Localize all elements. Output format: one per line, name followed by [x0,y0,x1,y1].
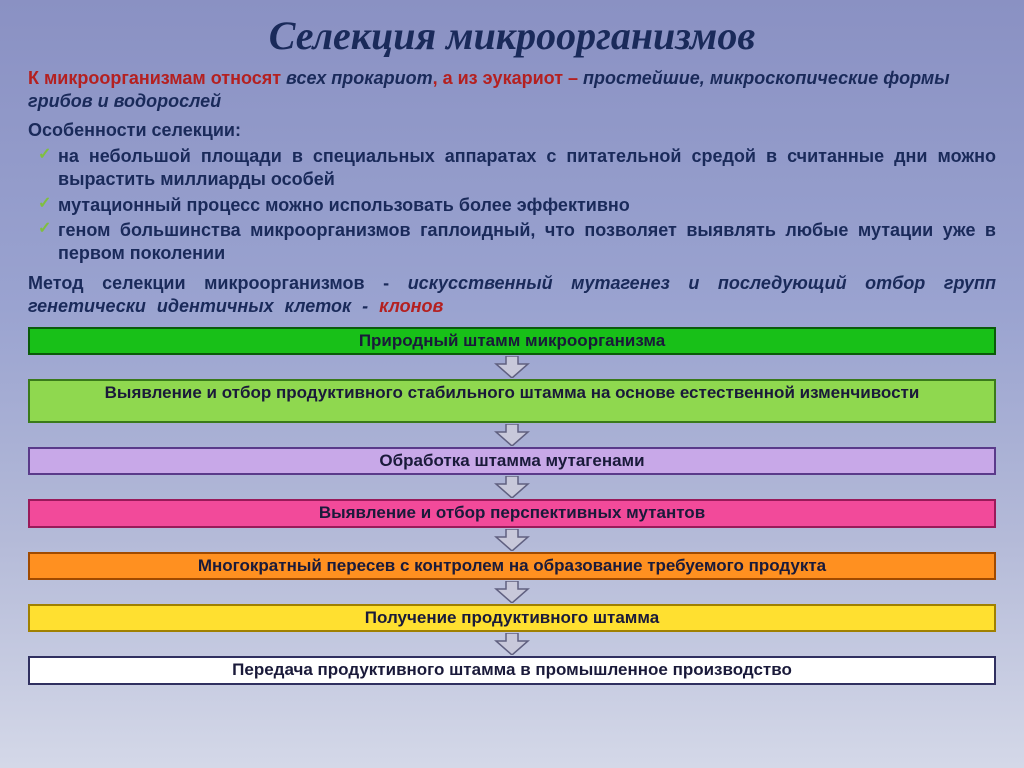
page-title: Селекция микроорганизмов [28,12,996,59]
flow-arrow-icon [494,424,530,446]
method-text: Метод селекции микроорганизмов - искусст… [28,272,996,319]
features-heading: Особенности селекции: [28,120,996,141]
flowchart: Природный штамм микроорганизма Выявление … [28,327,996,685]
flow-step: Передача продуктивного штамма в промышле… [28,656,996,684]
intro-part2: , а из эукариот – [433,68,583,88]
feature-item: геном большинства микроорганизмов гаплои… [28,219,996,266]
features-list: на небольшой площади в специальных аппар… [28,145,996,266]
flow-arrow-icon [494,581,530,603]
flow-step: Получение продуктивного штамма [28,604,996,632]
feature-item: на небольшой площади в специальных аппар… [28,145,996,192]
method-p1: Метод селекции микроорганизмов - [28,273,408,293]
method-red: клонов [379,296,443,316]
feature-item: мутационный процесс можно использовать б… [28,194,996,217]
flow-arrow-icon [494,356,530,378]
flow-step: Выявление и отбор продуктивного стабильн… [28,379,996,423]
flow-step: Природный штамм микроорганизма [28,327,996,355]
flow-step: Обработка штамма мутагенами [28,447,996,475]
flow-arrow-icon [494,633,530,655]
intro-text: К микроорганизмам относят всех прокариот… [28,67,996,114]
flow-arrow-icon [494,476,530,498]
intro-part1: К микроорганизмам относят [28,68,286,88]
flow-step: Выявление и отбор перспективных мутантов [28,499,996,527]
flow-step: Многократный пересев с контролем на обра… [28,552,996,580]
flow-arrow-icon [494,529,530,551]
intro-em1: всех прокариот [286,68,433,88]
